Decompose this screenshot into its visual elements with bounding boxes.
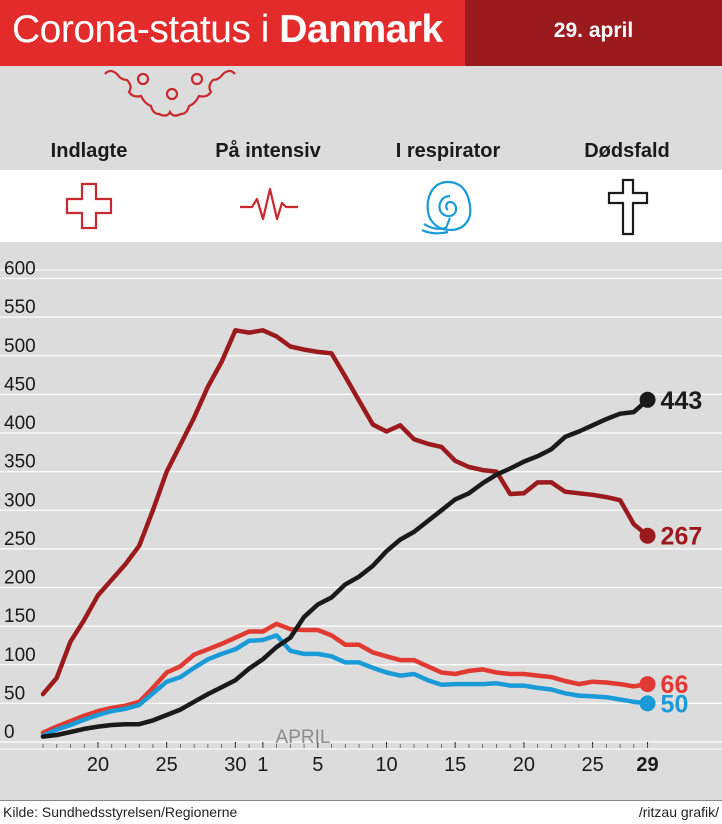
series-end-dot xyxy=(639,391,656,408)
death-cross-icon xyxy=(607,178,649,236)
y-tick-label: 250 xyxy=(4,529,36,550)
source-text: Kilde: Sundhedsstyrelsen/Regionerne xyxy=(3,804,238,820)
category-label-indlagte: Indlagte xyxy=(50,140,128,162)
x-tick-label: 30 xyxy=(224,754,246,776)
y-tick-label: 100 xyxy=(4,645,36,666)
title-regular: Corona-status i xyxy=(12,8,280,51)
y-tick-label: 50 xyxy=(4,683,25,704)
series-end-label: 443 xyxy=(661,387,703,415)
y-tick-label: 500 xyxy=(4,336,36,357)
series-end-dot xyxy=(639,695,656,712)
series-end-dot xyxy=(639,676,656,693)
y-tick-label: 0 xyxy=(4,722,15,743)
series-line xyxy=(40,621,650,735)
y-tick-label: 550 xyxy=(4,297,36,318)
x-tick-label: 29 xyxy=(636,754,658,776)
header-bar: Corona-status i Danmark 29. april xyxy=(0,0,722,66)
date-box: 29. april xyxy=(465,0,722,66)
series-line xyxy=(40,633,650,739)
hospital-cross-icon xyxy=(65,182,113,230)
x-tick-label: 15 xyxy=(444,754,466,776)
y-tick-label: 150 xyxy=(4,606,36,627)
virus-icon xyxy=(104,69,236,117)
icon-strip xyxy=(0,170,722,242)
y-tick-label: 600 xyxy=(4,259,36,280)
y-tick-label: 400 xyxy=(4,413,36,434)
series-line xyxy=(40,328,650,697)
credit-text: /ritzau grafik/ xyxy=(638,804,719,820)
x-tick-label: 1 xyxy=(257,754,268,776)
respirator-icon xyxy=(421,180,472,235)
x-tick-label: 5 xyxy=(312,754,323,776)
y-tick-label: 300 xyxy=(4,490,36,511)
series-end-dot xyxy=(639,527,656,544)
page-title: Corona-status i Danmark xyxy=(12,8,443,52)
series-end-label: 50 xyxy=(661,690,689,718)
heartbeat-icon xyxy=(240,187,298,221)
x-tick-label: 20 xyxy=(513,754,535,776)
y-tick-label: 200 xyxy=(4,568,36,589)
footer: Kilde: Sundhedsstyrelsen/Regionerne /rit… xyxy=(0,800,722,824)
series-end-label: 66 xyxy=(661,671,689,699)
x-tick-label: 25 xyxy=(581,754,603,776)
series-end-label: 267 xyxy=(661,523,703,551)
title-bold: Danmark xyxy=(279,8,443,51)
category-label-doedsfald: Dødsfald xyxy=(584,140,670,162)
x-tick-label: 20 xyxy=(87,754,109,776)
april-annotation: APRIL xyxy=(276,727,331,748)
series-line xyxy=(40,397,650,739)
x-tick-label: 25 xyxy=(156,754,178,776)
x-tick-label: 10 xyxy=(375,754,397,776)
category-label-respirator: I respirator xyxy=(395,140,501,162)
date-label: 29. april xyxy=(553,19,634,42)
y-tick-label: 350 xyxy=(4,452,36,473)
category-label-intensiv: På intensiv xyxy=(215,140,321,162)
y-tick-label: 450 xyxy=(4,374,36,395)
